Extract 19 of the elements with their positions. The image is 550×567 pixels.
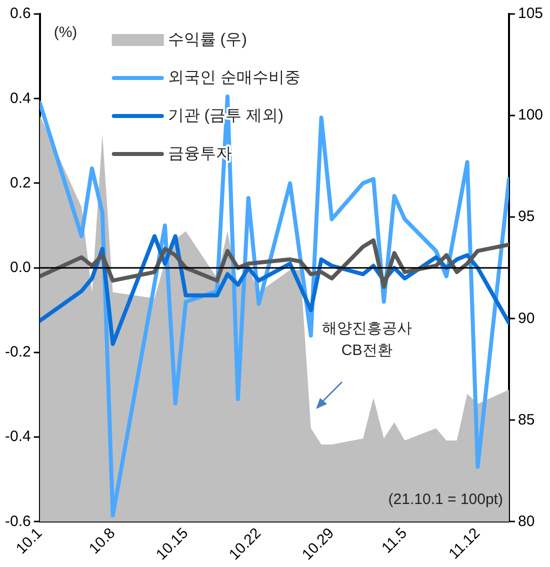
y-tick-label: 0.4 (10, 90, 31, 107)
annotation: 해양진흥공사 CB전환 (322, 320, 412, 360)
y2-tick-label: 90 (518, 310, 535, 327)
x-tick-label: 11.5 (378, 524, 410, 557)
legend-label: 외국인 순매수비중 (168, 69, 300, 86)
y2-tick-label: 85 (518, 411, 535, 428)
y2-tick-label: 95 (518, 208, 535, 226)
y2-tick-label: 105 (518, 5, 544, 22)
y2-tick-label: 100 (518, 106, 544, 124)
y-tick-label: -0.6 (4, 512, 31, 530)
y-axis-title: (%) (54, 24, 78, 42)
y-tick-label: 0.6 (10, 5, 31, 22)
y-tick-label: -0.4 (4, 428, 31, 446)
y-tick-label: 0.2 (10, 174, 31, 192)
y-tick-label: 0.0 (10, 259, 31, 276)
y2-tick-label: 80 (518, 512, 535, 530)
annotation: (21.10.1 = 100pt) (388, 490, 503, 508)
legend-label: 수익률 (우) (168, 31, 247, 48)
y-tick-label: -0.2 (4, 344, 31, 361)
